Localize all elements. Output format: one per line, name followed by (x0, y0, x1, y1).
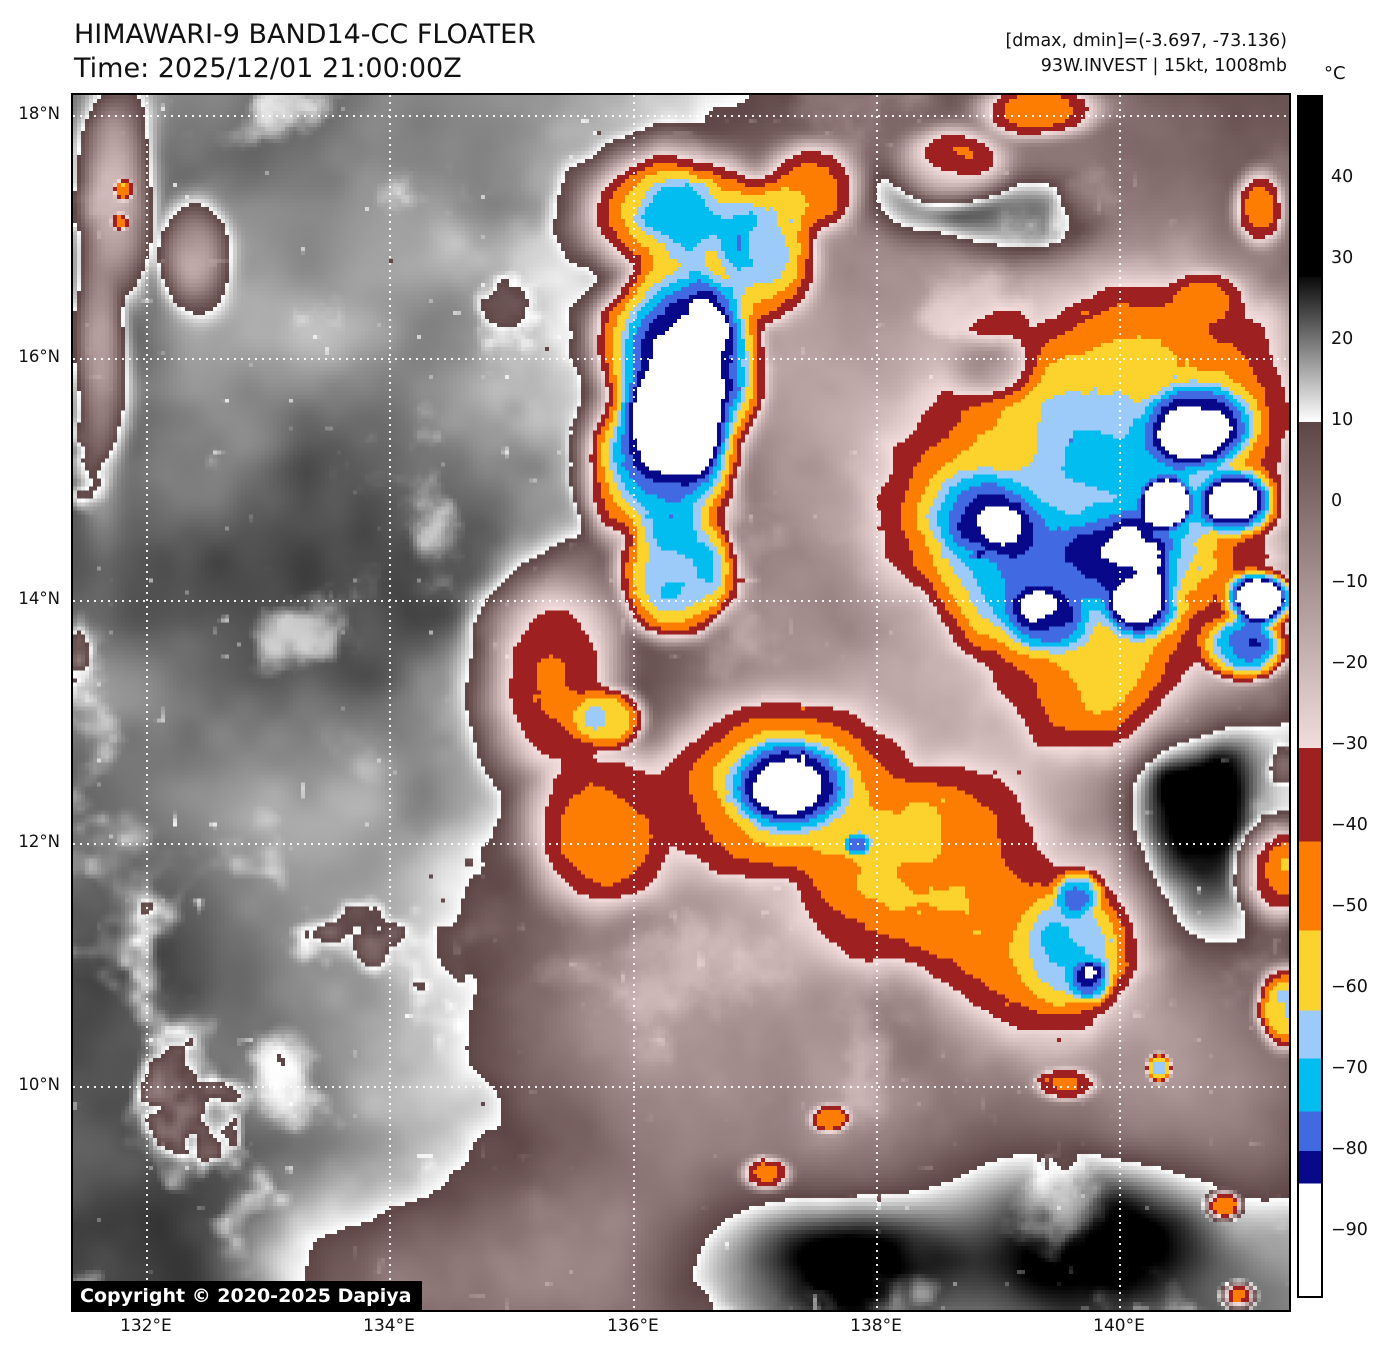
y-axis-label: 16°N (18, 347, 60, 367)
gridline-horizontal (73, 842, 1289, 845)
infrared-imagery-canvas (73, 95, 1289, 1310)
dmax-dmin-readout: [dmax, dmin]=(-3.697, -73.136) (1005, 31, 1287, 51)
colorbar-tick-label: −20 (1331, 652, 1368, 673)
colorbar-tick-label: −80 (1331, 1138, 1368, 1159)
colorbar-tick-label: 10 (1331, 410, 1354, 430)
gridline-horizontal (73, 358, 1289, 361)
x-axis-label: 132°E (120, 1316, 172, 1336)
x-axis-label: 140°E (1093, 1316, 1145, 1336)
colorbar-tick-label: 40 (1331, 167, 1354, 188)
product-meta-block: [dmax, dmin]=(-3.697, -73.136) 93W.INVES… (1005, 29, 1287, 79)
colorbar-unit-label: °C (1324, 63, 1346, 84)
y-axis-label: 18°N (18, 104, 60, 124)
x-axis-label: 136°E (607, 1316, 659, 1336)
colorbar-tick-label: −50 (1331, 895, 1368, 916)
colorbar-tick-label: −40 (1331, 814, 1368, 835)
satellite-map: Copyright © 2020-2025 Dapiya (71, 93, 1291, 1312)
gridline-horizontal (73, 599, 1289, 602)
colorbar-tick-label: −70 (1331, 1057, 1368, 1078)
gridline-horizontal (73, 115, 1289, 118)
colorbar-tick-label: 30 (1331, 248, 1354, 269)
colorbar-tick-label: −60 (1331, 976, 1368, 997)
gridline-vertical (389, 95, 392, 1310)
colorbar-tick-label: −90 (1331, 1219, 1368, 1240)
y-axis-label: 12°N (18, 831, 60, 851)
colorbar (1297, 95, 1323, 1298)
product-title-block: HIMAWARI-9 BAND14-CC FLOATER Time: 2025/… (74, 18, 536, 86)
gridline-vertical (876, 95, 879, 1310)
y-axis-label: 10°N (18, 1074, 60, 1094)
gridline-horizontal (73, 1085, 1289, 1088)
colorbar-tick-label: −10 (1331, 571, 1368, 592)
x-axis-label: 138°E (850, 1316, 902, 1336)
copyright-badge: Copyright © 2020-2025 Dapiya (71, 1281, 423, 1312)
gridline-vertical (632, 95, 635, 1310)
gridline-vertical (145, 95, 148, 1310)
storm-info: 93W.INVEST | 15kt, 1008mb (1040, 56, 1287, 76)
colorbar-tick-label: 0 (1331, 490, 1343, 511)
colorbar-tick-label: −30 (1331, 733, 1368, 754)
product-title: HIMAWARI-9 BAND14-CC FLOATER (74, 19, 536, 50)
x-axis-label: 134°E (363, 1316, 415, 1336)
colorbar-tick-label: 20 (1331, 329, 1354, 350)
product-time: Time: 2025/12/01 21:00:00Z (74, 53, 462, 84)
gridline-vertical (1119, 95, 1121, 1310)
y-axis-label: 14°N (18, 588, 60, 608)
